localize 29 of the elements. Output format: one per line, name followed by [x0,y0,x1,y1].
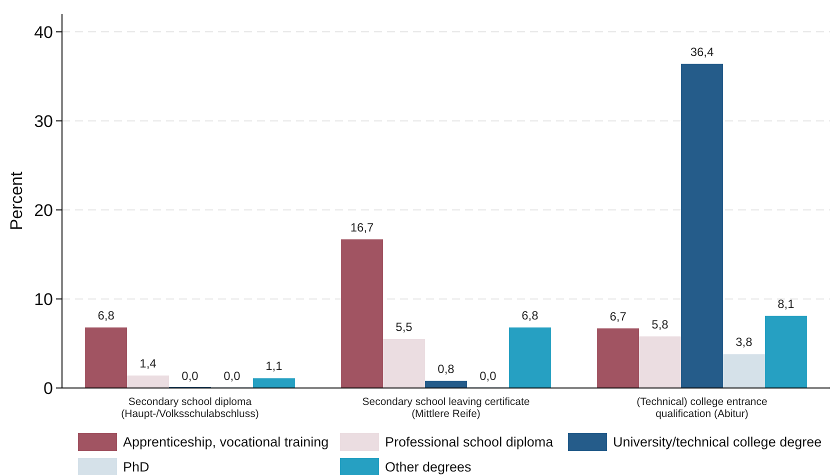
data-label: 0,0 [182,369,199,383]
y-axis-title: Percent [7,171,26,230]
data-label: 5,8 [652,317,669,332]
y-tick-label: 10 [34,290,53,309]
data-label: 16,7 [350,220,374,234]
legend-label: Other degrees [385,460,472,475]
data-label: 3,8 [736,335,753,350]
data-label: 5,5 [396,320,413,334]
data-label: 0,0 [480,369,497,383]
legend-label: Professional school diploma [385,434,554,450]
x-tick-label: Secondary school leaving certificate (Mittlere Reife) [362,396,530,420]
data-label: 6,7 [610,309,627,324]
data-label: 6,8 [522,308,539,322]
data-label: 0,0 [224,369,241,383]
legend-label: University/technical college degree [613,434,822,450]
data-label: 1,4 [140,356,157,371]
y-tick-label: 30 [34,112,53,131]
x-tick-label: (Technical) college entrance qualification (Abitur) [636,396,768,420]
data-label: 0,8 [438,362,455,376]
y-tick-label: 20 [34,200,53,220]
data-label: 6,8 [98,308,115,322]
data-label: 36,4 [690,44,714,59]
x-tick-label: Secondary school diploma (Haupt-/Volksschulabschluss) [121,396,259,420]
legend-label: PhD [123,460,150,475]
data-label: 1,1 [266,359,283,374]
legend-label: Apprenticeship, vocational training [123,434,329,450]
data-label: 8,1 [778,296,795,311]
y-tick-label: 40 [34,22,53,42]
y-tick-label: 0 [44,378,53,398]
